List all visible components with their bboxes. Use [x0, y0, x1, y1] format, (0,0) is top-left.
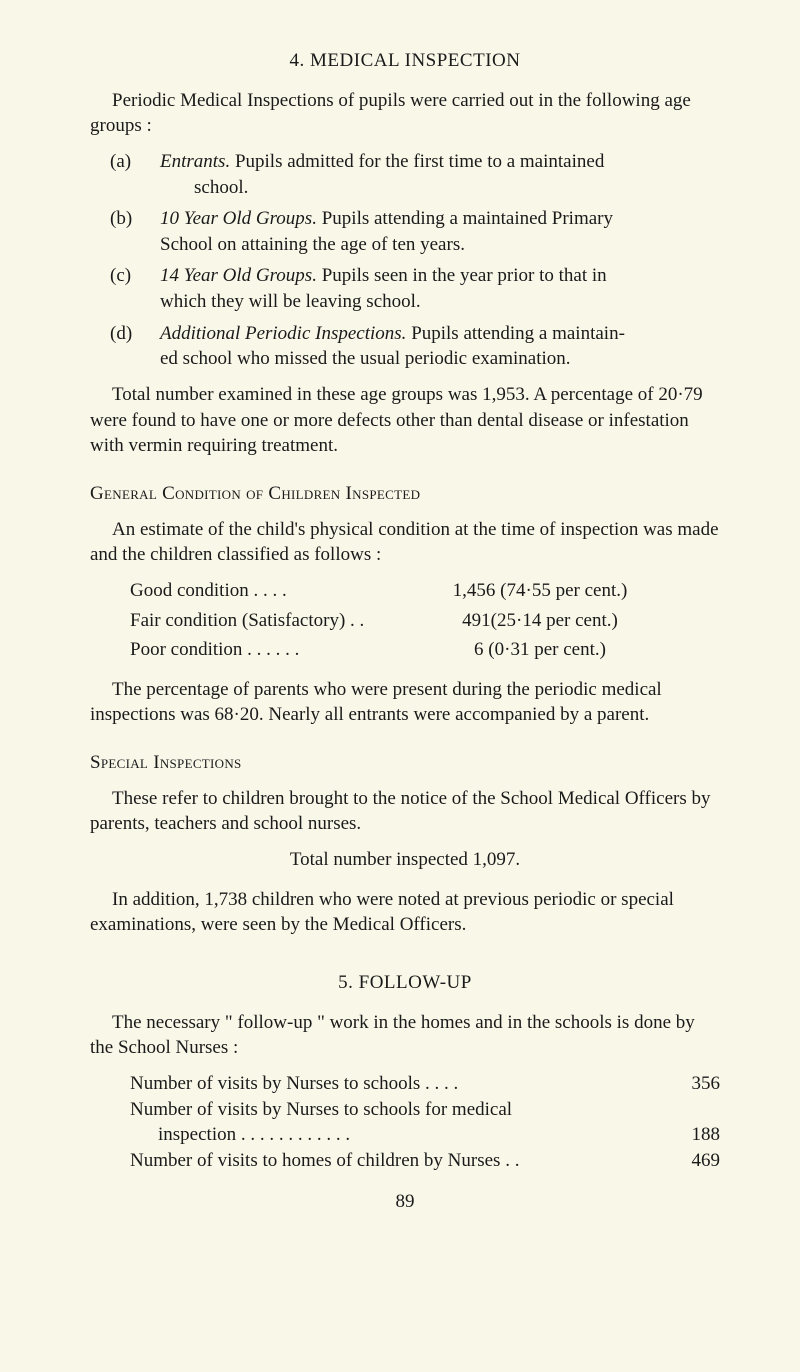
fu-value: 188	[660, 1122, 720, 1148]
condition-value: 1,456 (74·55 per cent.)	[410, 578, 670, 604]
term-a: Entrants.	[160, 151, 230, 172]
followup-intro: The necessary " follow-up " work in the …	[90, 1010, 720, 1061]
fu-label: Number of visits to homes of children by…	[130, 1148, 660, 1174]
body-c: Pupils seen in the year prior to that in	[317, 265, 607, 286]
body2-c: which they will be leaving school.	[160, 289, 720, 315]
marker-b: (b)	[90, 206, 160, 257]
condition-row-poor: Poor condition . . . . . . 6 (0·31 per c…	[130, 637, 720, 663]
page-number: 89	[90, 1189, 720, 1215]
percentage-parents-para: The percentage of parents who were prese…	[90, 677, 720, 728]
fu-label-line1: Number of visits by Nurses to schools fo…	[130, 1097, 660, 1123]
fu-value: 469	[660, 1148, 720, 1174]
condition-row-fair: Fair condition (Satisfactory) . . 491(25…	[130, 608, 720, 634]
followup-table: Number of visits by Nurses to schools . …	[130, 1071, 720, 1174]
age-group-item-a: (a) Entrants. Pupils admitted for the fi…	[90, 149, 720, 200]
term-d: Additional Periodic Inspections.	[160, 323, 406, 344]
general-condition-heading: General Condition of Children Inspected	[90, 481, 720, 507]
special-p2: In addition, 1,738 children who were not…	[90, 887, 720, 938]
marker-a: (a)	[90, 149, 160, 200]
body2-a: school.	[160, 175, 720, 201]
document-page: 4. MEDICAL INSPECTION Periodic Medical I…	[0, 0, 800, 1372]
condition-label: Poor condition . . . . . .	[130, 637, 410, 663]
body-d: Pupils attending a maintain-	[406, 323, 624, 344]
marker-d: (d)	[90, 321, 160, 372]
special-p1: These refer to children brought to the n…	[90, 786, 720, 837]
special-inspections-heading: Special Inspections	[90, 750, 720, 776]
condition-label: Good condition . . . .	[130, 578, 410, 604]
age-group-item-c: (c) 14 Year Old Groups. Pupils seen in t…	[90, 263, 720, 314]
section-5-heading: 5. FOLLOW-UP	[90, 970, 720, 996]
body2-b: School on attaining the age of ten years…	[160, 232, 720, 258]
section-4-heading: 4. MEDICAL INSPECTION	[90, 48, 720, 74]
term-b: 10 Year Old Groups.	[160, 208, 317, 229]
age-group-item-b: (b) 10 Year Old Groups. Pupils attending…	[90, 206, 720, 257]
condition-table: Good condition . . . . 1,456 (74·55 per …	[130, 578, 720, 663]
term-c: 14 Year Old Groups.	[160, 265, 317, 286]
body-b: Pupils attending a maintained Primary	[317, 208, 613, 229]
section-4-intro: Periodic Medical Inspections of pupils w…	[90, 88, 720, 139]
age-group-list: (a) Entrants. Pupils admitted for the fi…	[90, 149, 720, 372]
fu-value: 356	[660, 1071, 720, 1097]
followup-row-2: Number of visits by Nurses to schools fo…	[130, 1097, 720, 1148]
condition-label: Fair condition (Satisfactory) . .	[130, 608, 410, 634]
marker-c: (c)	[90, 263, 160, 314]
total-inspected-center: Total number inspected 1,097.	[90, 847, 720, 873]
followup-row-1: Number of visits by Nurses to schools . …	[130, 1071, 720, 1097]
condition-row-good: Good condition . . . . 1,456 (74·55 per …	[130, 578, 720, 604]
total-examined-para: Total number examined in these age group…	[90, 382, 720, 459]
fu-label: Number of visits by Nurses to schools . …	[130, 1071, 660, 1097]
general-condition-intro: An estimate of the child's physical cond…	[90, 517, 720, 568]
body2-d: ed school who missed the usual periodic …	[160, 346, 720, 372]
followup-row-3: Number of visits to homes of children by…	[130, 1148, 720, 1174]
body-a: Pupils admitted for the first time to a …	[230, 151, 604, 172]
condition-value: 491(25·14 per cent.)	[410, 608, 670, 634]
fu-label-line2: inspection . . . . . . . . . . . .	[130, 1122, 660, 1148]
age-group-item-d: (d) Additional Periodic Inspections. Pup…	[90, 321, 720, 372]
condition-value: 6 (0·31 per cent.)	[410, 637, 670, 663]
